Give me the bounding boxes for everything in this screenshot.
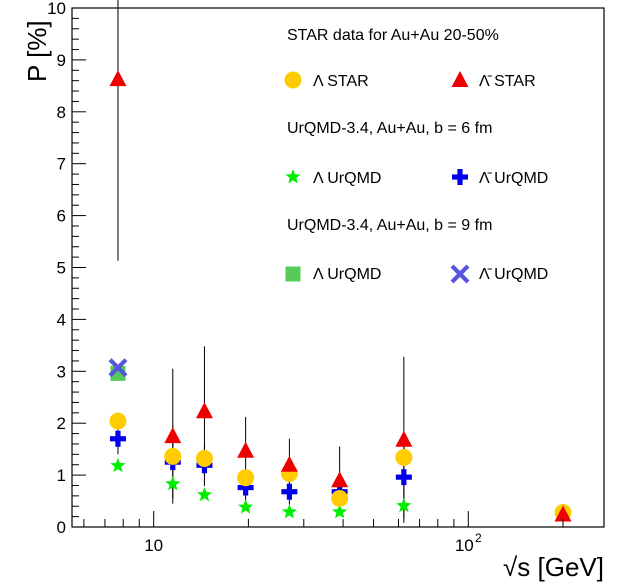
y-tick-label: 4 [57, 310, 66, 329]
y-tick-label: 6 [57, 207, 66, 226]
y-tick-label: 5 [57, 259, 66, 278]
x-axis-title: √s [GeV] [503, 552, 604, 582]
data-point-circle [109, 412, 127, 430]
y-tick-label: 1 [57, 466, 66, 485]
data-point-xcross [108, 358, 128, 378]
y-tick-label: 2 [57, 414, 66, 433]
legend-marker-lambda-star [284, 71, 302, 89]
y-axis-title: P [%] [22, 20, 52, 82]
legend-marker-cross [452, 169, 468, 185]
data-point-cross [281, 483, 298, 500]
legend-label-antilambda-urqmd-b6: Λ̄ UrQMD [479, 170, 548, 187]
data-point-circle [195, 449, 213, 467]
legend-entry-antilambda-urqmd-b9: Λ̄ UrQMD [450, 264, 548, 284]
y-tick-label: 0 [57, 518, 66, 537]
legend-marker-lambda-urqmd-b9 [285, 266, 301, 282]
legend-entry-antilambda-star: Λ̄ STAR [451, 71, 536, 90]
data-point-star [165, 475, 181, 491]
y-tick-label: 10 [47, 0, 66, 18]
data-marks [108, 0, 572, 523]
legend-entry-lambda-urqmd-b6: Λ UrQMD [285, 169, 381, 187]
svg-text:10: 10 [144, 536, 163, 555]
legend-marker-circle [284, 71, 302, 89]
data-point-cross [109, 430, 126, 447]
legend-entry-antilambda-urqmd-b6: Λ̄ UrQMD [452, 169, 548, 187]
y-tick-label: 7 [57, 155, 66, 174]
data-point-circle [331, 489, 349, 507]
data-point-triangle [395, 430, 413, 447]
x-tick-label: 10 2 [455, 531, 482, 555]
data-point-circle [237, 469, 255, 487]
data-point-triangle [280, 455, 298, 472]
data-point-star [332, 503, 348, 519]
data-point-star [396, 497, 412, 513]
data-point-star [110, 457, 126, 473]
legend-marker-antilambda-urqmd-b6 [452, 169, 468, 185]
data-point-star [196, 486, 213, 502]
y-tick-label: 3 [57, 362, 66, 381]
data-point-cross [395, 469, 412, 486]
legend-marker-antilambda-urqmd-b9 [450, 264, 470, 284]
legend-label-lambda-urqmd-b9: Λ UrQMD [313, 266, 381, 283]
legend-label-lambda-star: Λ STAR [313, 73, 369, 90]
data-point-triangle [331, 471, 349, 488]
legend-header-b6: UrQMD-3.4, Au+Au, b = 6 fm [287, 120, 492, 137]
data-point-star [238, 499, 254, 514]
data-point-cross [237, 479, 254, 496]
data-point-triangle [237, 441, 255, 458]
data-point-triangle [195, 402, 213, 419]
legend-marker-star [285, 169, 301, 184]
legend: STAR data for Au+Au 20-50% Λ STAR Λ̄ STA… [284, 27, 548, 284]
data-point-triangle [164, 427, 182, 444]
data-point-triangle [109, 70, 127, 87]
legend-label-antilambda-star: Λ̄ STAR [479, 73, 536, 90]
svg-text:10: 10 [455, 536, 474, 555]
data-point-triangle [554, 505, 572, 522]
legend-marker-square [285, 266, 301, 282]
x-tick-label: 10 [144, 536, 163, 555]
legend-entry-lambda-star: Λ STAR [284, 71, 369, 90]
legend-label-antilambda-urqmd-b9: Λ̄ UrQMD [479, 266, 548, 283]
data-point-circle [395, 448, 413, 466]
legend-marker-triangle [451, 71, 469, 87]
legend-header-b9: UrQMD-3.4, Au+Au, b = 9 fm [287, 217, 492, 234]
y-tick-label: 8 [57, 103, 66, 122]
legend-marker-lambda-urqmd-b6 [285, 169, 301, 184]
legend-entry-lambda-urqmd-b9: Λ UrQMD [285, 266, 381, 283]
legend-label-lambda-urqmd-b6: Λ UrQMD [313, 170, 381, 187]
data-point-star [281, 503, 297, 519]
data-point-circle [164, 447, 182, 465]
svg-text:2: 2 [475, 531, 482, 545]
legend-marker-antilambda-star [451, 71, 469, 87]
legend-marker-xcross [450, 264, 470, 284]
y-tick-label: 9 [57, 51, 66, 70]
legend-header-star: STAR data for Au+Au 20-50% [287, 27, 499, 44]
